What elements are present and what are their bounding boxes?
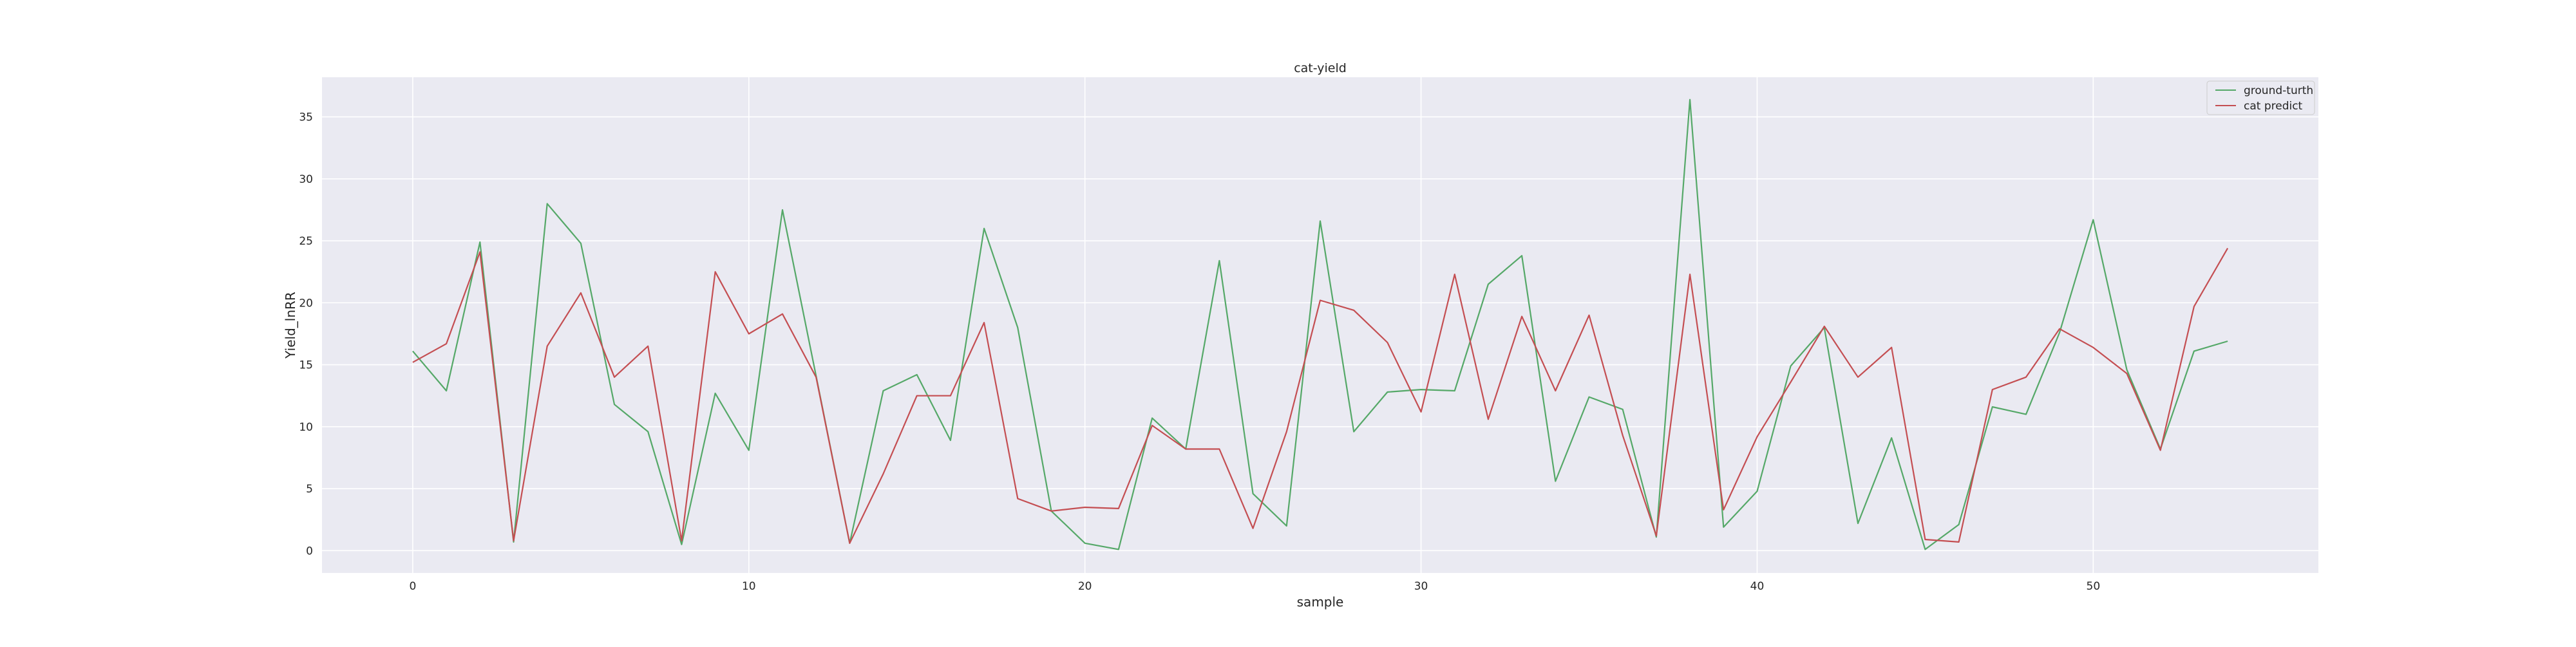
series-line-ground-truth — [412, 98, 2228, 550]
x-tick-label: 10 — [742, 580, 756, 593]
series-line-cat-predict — [412, 248, 2229, 544]
y-tick-label: 25 — [299, 235, 313, 248]
y-tick-label: 10 — [299, 421, 313, 434]
x-tick-label: 20 — [1078, 580, 1092, 593]
series-lines — [412, 98, 2229, 550]
y-tick-label: 15 — [299, 359, 313, 372]
y-tick-label: 5 — [306, 483, 313, 496]
y-tick-label: 20 — [299, 297, 313, 310]
x-tick-label: 40 — [1750, 580, 1765, 593]
legend: ground-turth cat predict — [2206, 80, 2315, 115]
y-axis-label: Yield_lnRR — [283, 292, 298, 359]
plot-background — [322, 77, 2318, 573]
x-tick-label: 0 — [409, 580, 416, 593]
y-tick-label: 30 — [299, 173, 313, 186]
y-tick-label: 35 — [299, 111, 313, 124]
x-tick-label: 50 — [2087, 580, 2101, 593]
y-tick-label: 0 — [306, 545, 313, 558]
legend-label-ground-truth: ground-turth — [2244, 84, 2313, 97]
x-tick-label: 30 — [1414, 580, 1428, 593]
chart-title: cat-yield — [1294, 61, 1347, 75]
grid — [322, 77, 2318, 573]
legend-label-cat-predict: cat predict — [2244, 100, 2303, 113]
tick-labels: 0 10 20 30 40 50 0 5 10 15 20 25 30 35 — [299, 111, 2100, 593]
x-axis-label: sample — [1297, 594, 1344, 610]
